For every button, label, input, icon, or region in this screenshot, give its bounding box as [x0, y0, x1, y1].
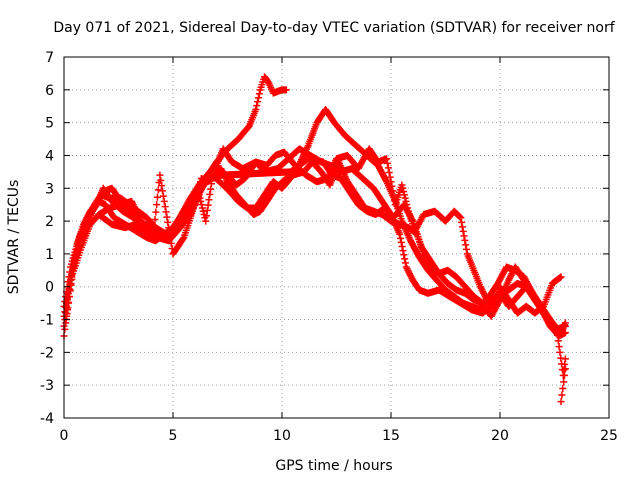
y-tick-label: 6	[45, 83, 54, 99]
data-point	[254, 98, 262, 106]
y-tick-label: 5	[45, 116, 54, 132]
y-tick-label: -1	[40, 313, 54, 329]
y-tick-label: 4	[45, 148, 54, 164]
data-point	[398, 243, 406, 251]
x-tick-label: 10	[273, 428, 291, 444]
data-point	[253, 102, 261, 110]
data-point	[254, 94, 262, 102]
data-point	[401, 259, 409, 267]
data-point	[282, 86, 290, 94]
y-tick-label: 2	[45, 214, 54, 230]
y-tick-label: -2	[40, 345, 54, 361]
data-marks	[60, 73, 569, 406]
data-point	[399, 247, 407, 255]
x-tick-label: 0	[60, 428, 69, 444]
data-point	[65, 298, 73, 306]
data-point	[397, 234, 405, 242]
y-tick-label: 3	[45, 181, 54, 197]
x-axis-label: GPS time / hours	[275, 458, 392, 474]
data-point	[400, 251, 408, 259]
data-point	[396, 230, 404, 238]
y-tick-label: -3	[40, 378, 54, 394]
track-5	[62, 145, 569, 406]
y-tick-label: 0	[45, 280, 54, 296]
data-point	[252, 106, 260, 114]
y-axis-label: SDTVAR / TECUs	[6, 180, 22, 295]
data-point	[397, 238, 405, 246]
x-tick-label: 5	[169, 428, 178, 444]
y-tick-label: 1	[45, 247, 54, 263]
data-point	[61, 297, 69, 305]
data-point	[401, 255, 409, 263]
data-point	[66, 287, 74, 295]
x-tick-label: 25	[600, 428, 618, 444]
y-tick-label: -4	[40, 411, 54, 427]
data-point	[255, 90, 263, 98]
data-point	[64, 304, 72, 312]
y-tick-label: 7	[45, 50, 54, 66]
data-point	[63, 310, 71, 318]
data-point	[61, 325, 69, 333]
data-point	[67, 281, 75, 289]
chart-title: Day 071 of 2021, Sidereal Day-to-day VTE…	[53, 20, 615, 36]
x-tick-label: 20	[491, 428, 509, 444]
data-point	[561, 319, 569, 327]
data-point	[65, 293, 73, 301]
data-point	[68, 275, 76, 283]
x-tick-label: 15	[382, 428, 400, 444]
